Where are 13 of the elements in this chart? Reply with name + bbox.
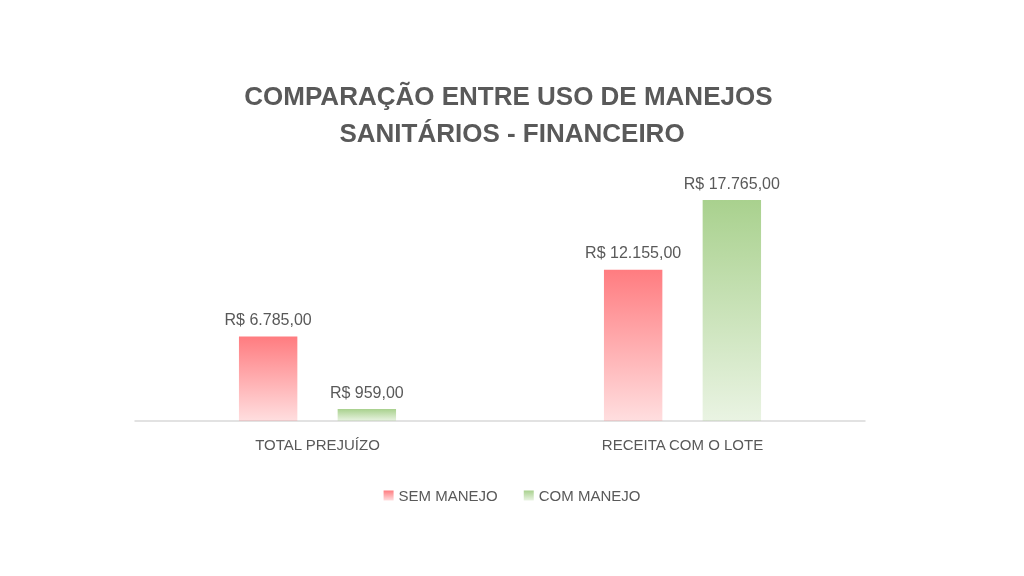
data-label: R$ 6.785,00 <box>224 311 312 329</box>
legend-label: COM MANEJO <box>538 487 641 504</box>
x-tick-label: TOTAL PREJUÍZO <box>255 436 380 453</box>
bar <box>702 200 762 421</box>
bar <box>238 336 298 421</box>
bar <box>337 409 397 421</box>
data-label: R$ 12.155,00 <box>585 244 682 262</box>
data-label: R$ 17.765,00 <box>683 174 780 192</box>
data-label: R$ 959,00 <box>329 383 404 401</box>
legend-label: SEM MANEJO <box>398 487 498 504</box>
x-tick-label: RECEITA COM O LOTE <box>601 436 764 453</box>
chart-title: COMPARAÇÃO ENTRE USO DE MANEJOS SANITÁRIOS - FINANCEIRO <box>244 80 780 148</box>
bar <box>603 269 663 421</box>
